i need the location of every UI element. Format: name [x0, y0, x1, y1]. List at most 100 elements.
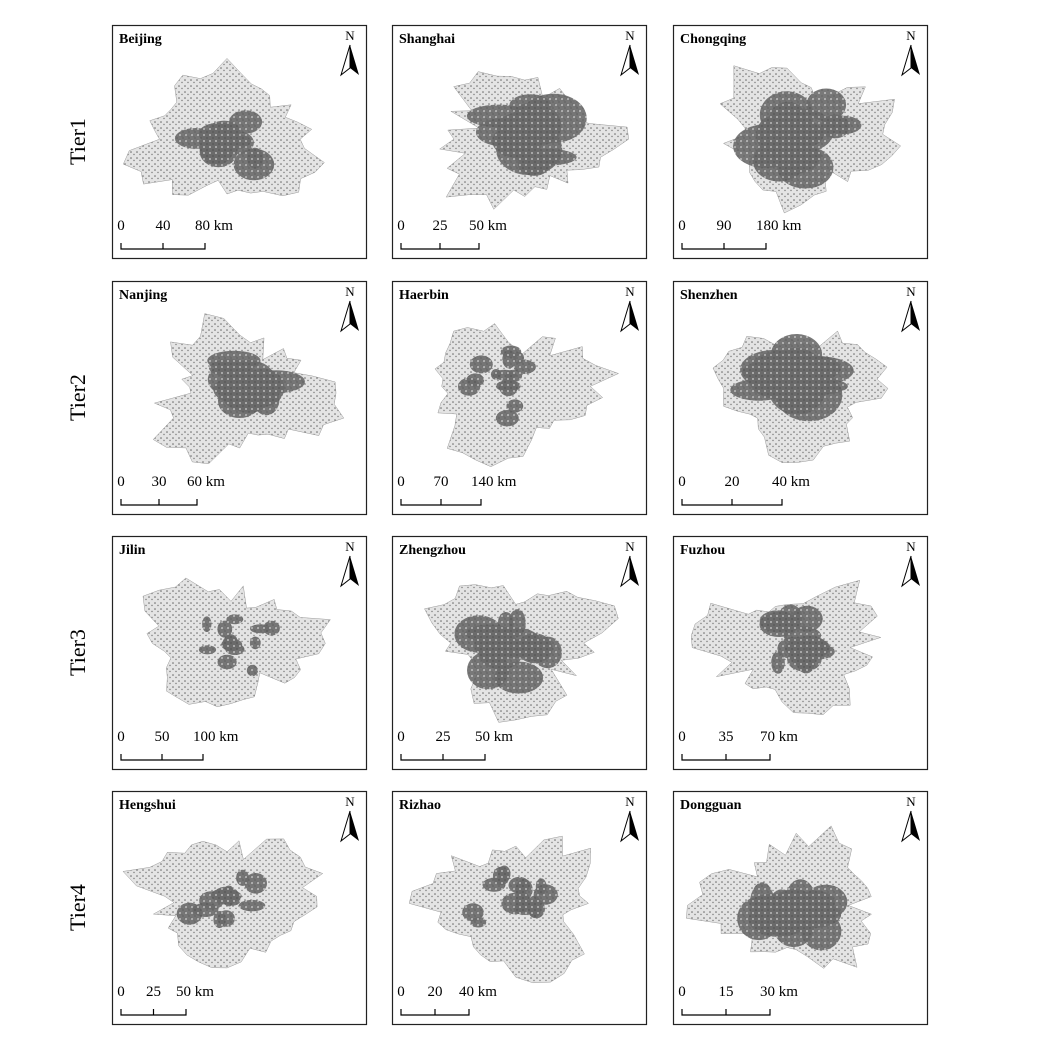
urban-patch	[509, 94, 552, 117]
north-arrow	[630, 556, 639, 586]
scale-label: 0	[117, 218, 125, 234]
north-arrow	[911, 301, 920, 331]
urban-patch	[504, 639, 535, 654]
north-label: N	[906, 284, 916, 299]
urban-patch	[230, 391, 268, 413]
urban-patch	[803, 643, 835, 660]
scale-label: 40 km	[459, 984, 497, 1000]
scale-label: 0	[397, 984, 405, 1000]
scale-label: 0	[117, 984, 125, 1000]
city-name: Dongguan	[680, 798, 742, 813]
north-label: N	[906, 794, 916, 809]
north-arrow	[350, 556, 359, 586]
scale-label: 50 km	[469, 218, 507, 234]
urban-patch	[499, 378, 518, 397]
city-name: Haerbin	[399, 288, 449, 303]
urban-patch	[784, 641, 801, 656]
scale-bar	[120, 1009, 187, 1016]
scale-bar	[681, 1009, 771, 1016]
urban-patch	[217, 654, 237, 670]
scale-bar	[681, 243, 767, 250]
tier-label: Tier4	[65, 884, 90, 931]
north-label: N	[625, 28, 635, 43]
urban-patch	[469, 355, 493, 374]
map-panel: Rizhao N 0 20 40 km	[391, 790, 648, 1026]
urban-patch	[494, 661, 544, 694]
urban-patch	[737, 896, 780, 941]
scale-label: 0	[397, 218, 405, 234]
scale-bar	[400, 499, 482, 506]
north-arrow	[350, 301, 359, 331]
urban-patch	[217, 910, 235, 927]
scale-label: 50 km	[475, 729, 513, 745]
tier-label: Tier2	[65, 374, 90, 421]
scale-label: 90	[717, 218, 732, 234]
urban-patch	[244, 873, 267, 894]
map-panel: Fuzhou N 0 35 70 km	[672, 535, 929, 771]
north-label: N	[345, 284, 355, 299]
scale-label: 25	[436, 729, 451, 745]
urban-patch	[508, 120, 542, 156]
scale-label: 30 km	[760, 984, 798, 1000]
urban-patch	[207, 350, 261, 371]
map-panel: Hengshui N 0 25 50 km	[111, 790, 368, 1026]
north-label: N	[906, 28, 916, 43]
urban-patch	[493, 369, 517, 381]
scale-label: 140 km	[471, 474, 517, 490]
map-panel: Shanghai N 0 25 50 km	[391, 24, 648, 260]
urban-patch	[208, 122, 237, 148]
urban-patch	[517, 152, 551, 176]
north-label: N	[345, 539, 355, 554]
scale-label: 0	[678, 984, 686, 1000]
urban-patch	[222, 885, 236, 907]
urban-patch	[199, 891, 224, 910]
scale-bar	[681, 499, 783, 506]
scale-label: 0	[678, 729, 686, 745]
north-label: N	[625, 284, 635, 299]
urban-patch	[236, 869, 249, 886]
urban-patch	[527, 899, 545, 919]
city-name: Jilin	[119, 543, 146, 558]
map-panel: Beijing N 0 40 80 km	[111, 24, 368, 260]
scale-label: 60 km	[187, 474, 225, 490]
north-arrow	[630, 45, 639, 75]
scale-label: 25	[146, 984, 161, 1000]
urban-patch	[217, 620, 233, 638]
urban-patch	[791, 605, 823, 632]
north-label: N	[345, 28, 355, 43]
scale-label: 40	[156, 218, 171, 234]
scale-label: 180 km	[756, 218, 802, 234]
urban-patch	[497, 865, 511, 883]
scale-label: 0	[397, 729, 405, 745]
urban-patch	[470, 917, 487, 928]
urban-patch	[263, 620, 280, 636]
scale-label: 70 km	[760, 729, 798, 745]
urban-patch	[466, 373, 485, 387]
north-label: N	[625, 539, 635, 554]
scale-label: 80 km	[195, 218, 233, 234]
north-label: N	[625, 794, 635, 809]
scale-label: 15	[719, 984, 734, 1000]
scale-label: 100 km	[193, 729, 239, 745]
scale-label: 0	[117, 474, 125, 490]
city-name: Fuzhou	[680, 543, 725, 558]
urban-patch	[202, 616, 212, 632]
scale-bar	[120, 499, 198, 506]
urban-patch	[771, 651, 785, 674]
north-arrow	[350, 45, 359, 75]
urban-patch	[247, 370, 305, 394]
urban-patch	[771, 108, 834, 153]
urban-patch	[246, 664, 258, 677]
urban-patch	[226, 614, 244, 625]
tier-label: Tier1	[65, 118, 90, 165]
north-arrow	[350, 811, 359, 841]
urban-patch	[513, 352, 524, 364]
north-arrow	[911, 556, 920, 586]
urban-patch	[495, 410, 519, 427]
scale-label: 0	[678, 218, 686, 234]
scale-label: 0	[397, 474, 405, 490]
map-panel: Dongguan N 0 15 30 km	[672, 790, 929, 1026]
city-name: Hengshui	[119, 798, 176, 813]
urban-patch	[462, 903, 484, 922]
scale-bar	[400, 754, 486, 761]
